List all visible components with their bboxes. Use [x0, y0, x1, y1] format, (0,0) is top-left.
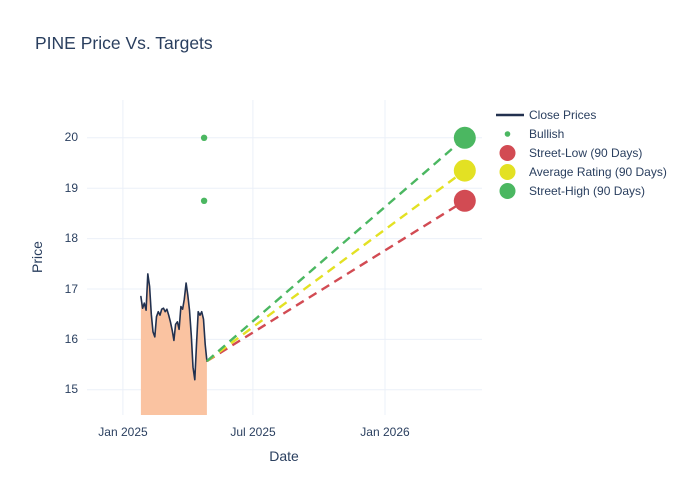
- y-tick-label: 20: [64, 130, 78, 144]
- projection-line-street-low-90-days: [206, 199, 466, 363]
- street-low-circle-swatch-icon: [499, 144, 516, 161]
- legend: Close Prices Bullish Street-Low (90 Days…: [495, 105, 667, 200]
- legend-label: Street-Low (90 Days): [529, 145, 643, 160]
- target-marker-street-low-90-days: [453, 189, 476, 212]
- legend-item-close-prices[interactable]: Close Prices: [495, 105, 667, 124]
- y-tick-label: 19: [64, 181, 78, 195]
- y-tick-label: 18: [64, 231, 78, 245]
- bullish-dot-swatch-icon: [504, 130, 511, 137]
- projection-line-average-rating-90-days: [206, 169, 466, 363]
- legend-label: Close Prices: [529, 107, 597, 122]
- x-tick-label: Jul 2025: [230, 425, 276, 439]
- legend-item-bullish[interactable]: Bullish: [495, 124, 667, 143]
- y-tick-label: 16: [64, 332, 78, 346]
- legend-label: Average Rating (90 Days): [529, 164, 667, 179]
- legend-label: Bullish: [529, 126, 565, 141]
- projection-line-street-high-90-days: [206, 136, 466, 363]
- close-prices-line: [140, 273, 208, 381]
- legend-item-average-rating[interactable]: Average Rating (90 Days): [495, 162, 667, 181]
- target-marker-street-high-90-days: [453, 126, 476, 149]
- target-marker-average-rating-90-days: [453, 159, 476, 182]
- y-tick-label: 17: [64, 282, 78, 296]
- average-rating-circle-swatch-icon: [499, 163, 516, 180]
- x-tick-label: Jan 2026: [360, 425, 410, 439]
- bullish-marker: [200, 197, 208, 204]
- legend-item-street-low[interactable]: Street-Low (90 Days): [495, 143, 667, 162]
- bullish-marker: [200, 134, 208, 141]
- x-axis-title: Date: [269, 448, 299, 464]
- chart-title: PINE Price Vs. Targets: [35, 33, 213, 53]
- y-tick-label: 15: [64, 382, 78, 396]
- close-prices-area: [140, 273, 207, 415]
- close-prices-line-swatch-icon: [496, 113, 524, 116]
- street-high-circle-swatch-icon: [499, 182, 516, 199]
- x-tick-label: Jan 2025: [98, 425, 148, 439]
- legend-item-street-high[interactable]: Street-High (90 Days): [495, 181, 667, 200]
- legend-label: Street-High (90 Days): [529, 183, 646, 198]
